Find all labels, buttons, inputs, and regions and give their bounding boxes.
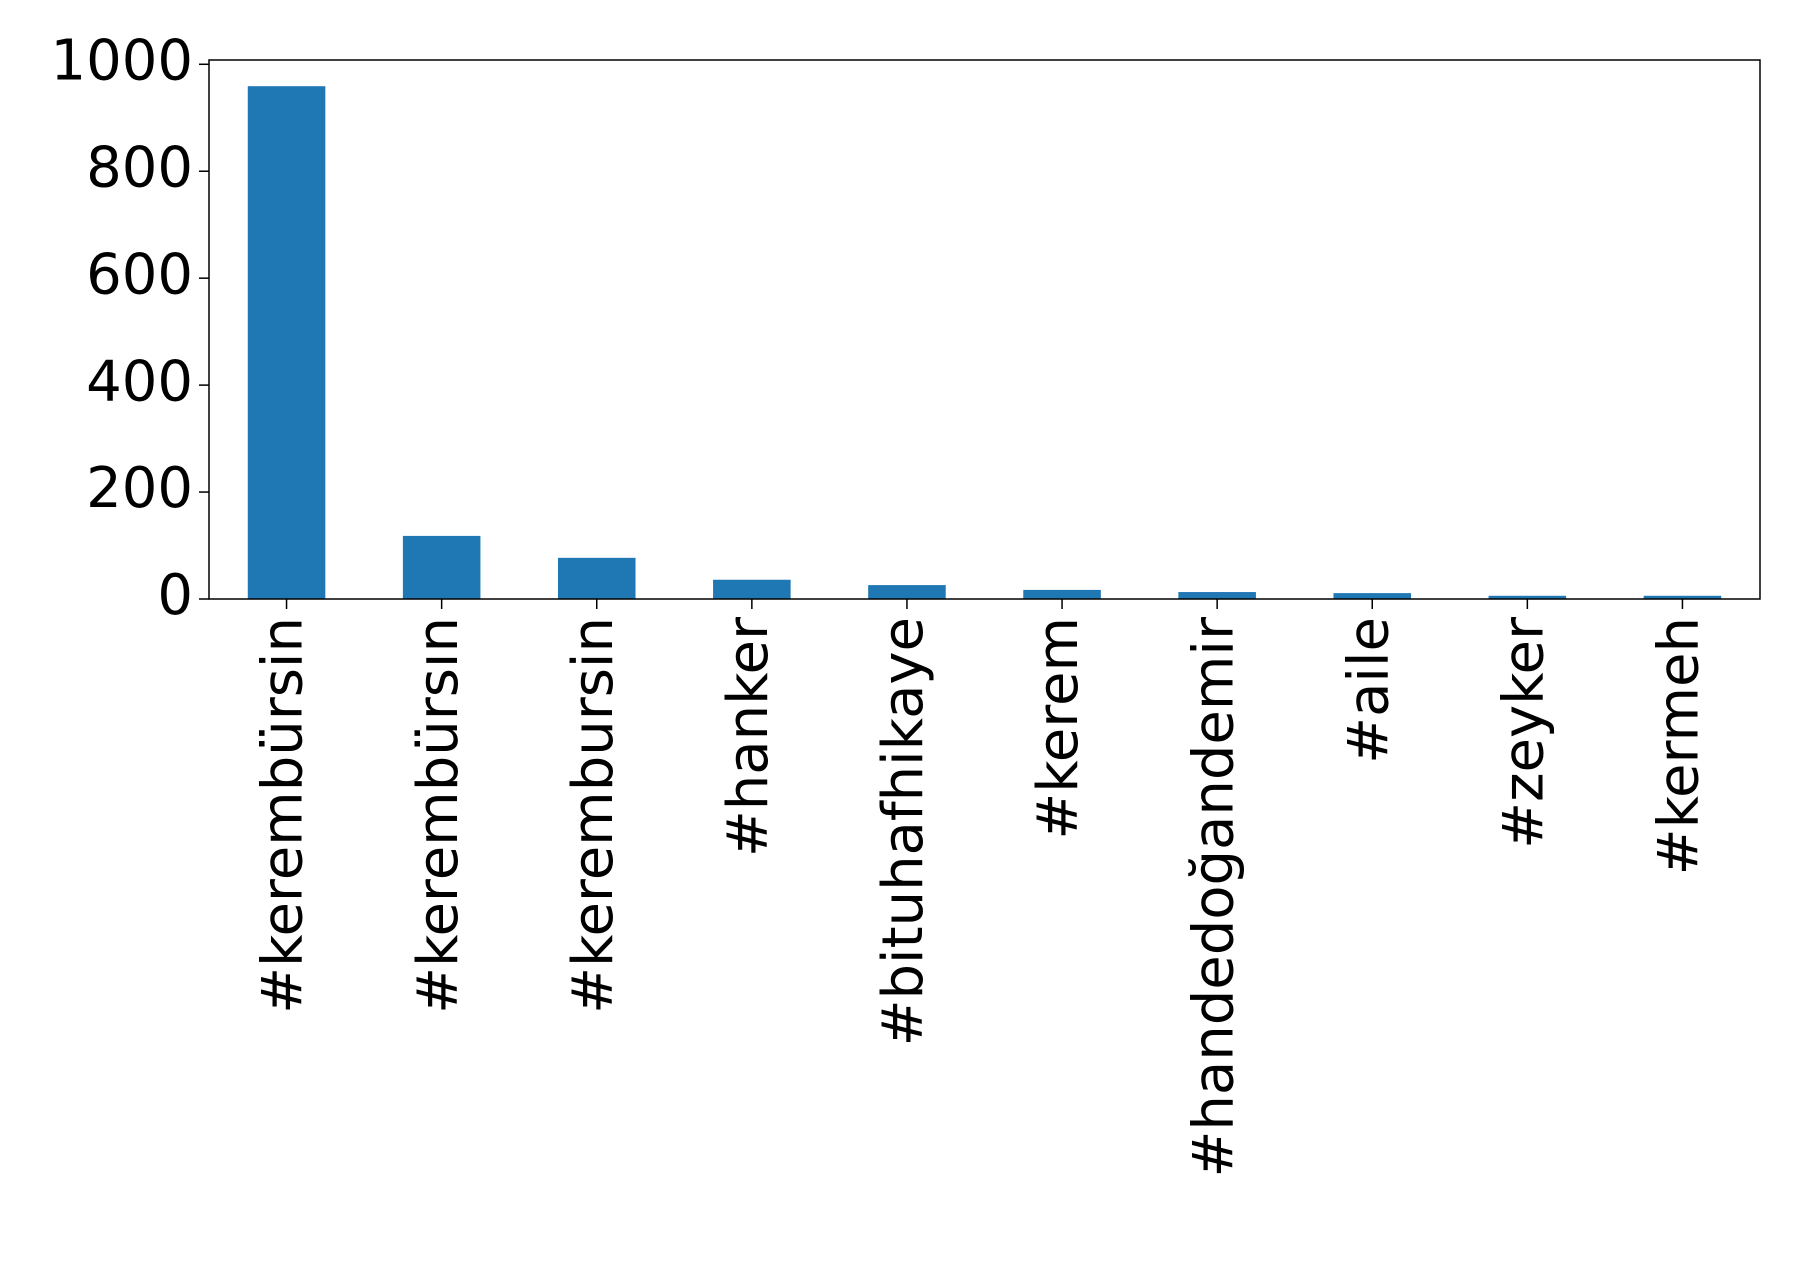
bar	[713, 579, 791, 599]
x-tick-label: #kerembursin	[561, 617, 626, 1014]
bar	[1488, 595, 1567, 599]
x-tick-label: #kerembürsın	[406, 617, 471, 1014]
bar	[1178, 592, 1256, 599]
x-tick-label: #aile	[1336, 617, 1401, 764]
y-tick-label: 400	[86, 349, 193, 414]
y-tick-label: 0	[157, 563, 193, 628]
bar	[1333, 593, 1412, 599]
bar	[557, 557, 636, 599]
y-tick-label: 200	[86, 456, 193, 521]
y-tick-label: 800	[86, 135, 193, 200]
bar	[1023, 589, 1101, 599]
x-tick-label: #handedoğandemir	[1181, 616, 1246, 1177]
x-tick-label: #kerem	[1026, 617, 1091, 840]
x-tick-label: #kermeh	[1647, 617, 1712, 875]
x-tick-label: #zeyker	[1491, 616, 1556, 849]
bar	[868, 585, 946, 599]
x-tick-label: #hanker	[716, 616, 781, 857]
x-tick-label: #bituhafhikaye	[871, 617, 936, 1046]
plot-frame	[208, 59, 1761, 600]
y-tick-label: 1000	[50, 28, 193, 93]
y-tick-label: 600	[86, 242, 193, 307]
bar	[1643, 595, 1722, 599]
bar	[402, 535, 481, 599]
x-tick-label: #kerembürsin	[251, 617, 316, 1014]
bar	[247, 86, 326, 599]
